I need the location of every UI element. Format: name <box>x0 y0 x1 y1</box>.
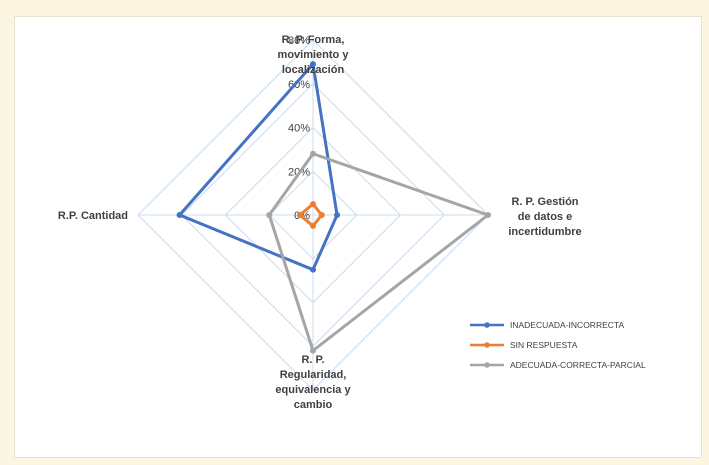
legend-marker <box>484 342 490 348</box>
data-point <box>310 61 316 68</box>
chart-area <box>14 16 702 458</box>
data-point <box>176 212 183 218</box>
axis-label: R.P. Cantidad <box>58 210 128 222</box>
legend-label: SIN RESPUESTA <box>510 340 578 350</box>
legend-marker <box>484 322 490 328</box>
data-point <box>310 150 316 157</box>
tick-label: 40% <box>288 123 310 135</box>
legend-label: INADECUADA-INCORRECTA <box>510 320 624 330</box>
axis-label: R. P. Regularidad, equivalencia y cambio <box>275 354 351 411</box>
legend-label: ADECUADA-CORRECTA-PARCIAL <box>510 360 646 370</box>
legend-marker <box>484 362 490 368</box>
data-point <box>485 212 491 218</box>
tick-label: 80% <box>288 35 310 47</box>
data-point <box>310 201 316 208</box>
axis-label: R. P. Forma, movimiento y localización <box>278 34 350 76</box>
data-point <box>266 212 273 218</box>
data-point <box>334 212 341 218</box>
axis-label: R. P. Gestión de datos e incertidumbre <box>508 196 581 238</box>
series-line <box>267 152 490 353</box>
data-point <box>310 266 316 273</box>
data-point <box>296 212 303 218</box>
data-point <box>310 222 316 229</box>
data-point <box>310 347 316 354</box>
data-point <box>318 212 325 218</box>
